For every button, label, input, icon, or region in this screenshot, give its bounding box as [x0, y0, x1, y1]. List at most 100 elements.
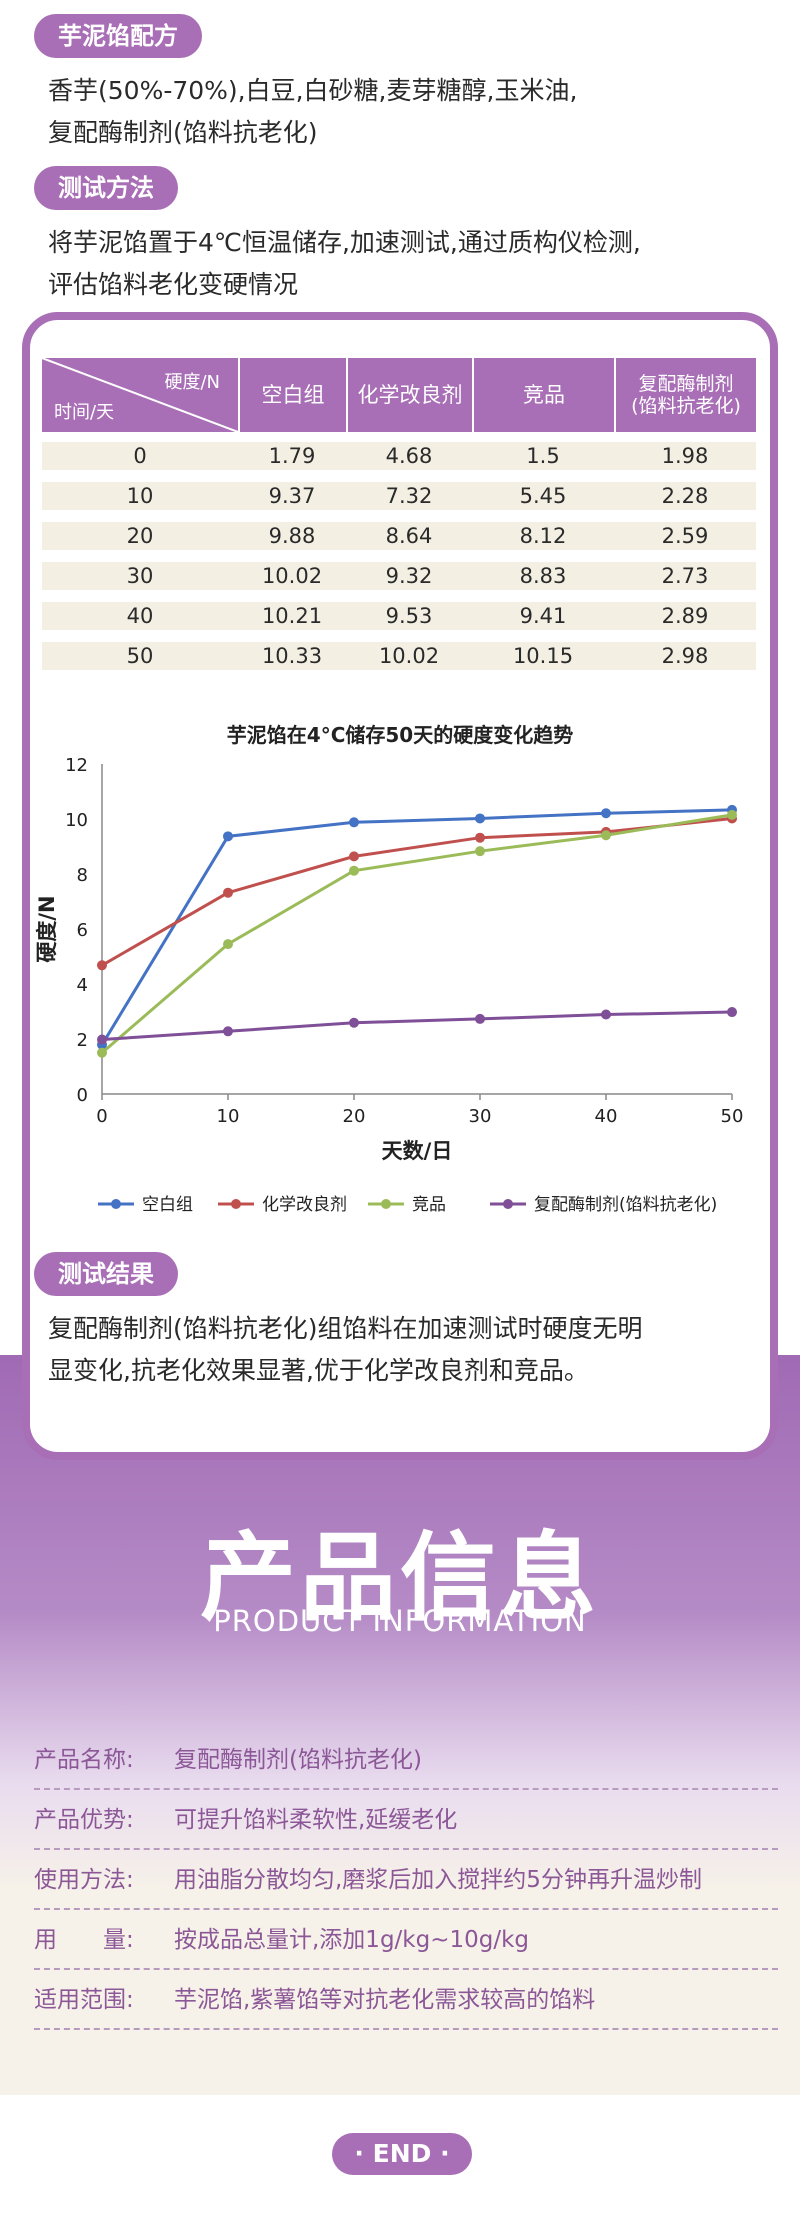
table-cell: 1.5: [526, 444, 560, 468]
formula-line-1: 香芋(50%-70%),白豆,白砂糖,麦芽糖醇,玉米油,: [48, 76, 578, 105]
method-line-2: 评估馅料老化变硬情况: [48, 270, 299, 299]
table-row: 30 10.02 9.32 8.83 2.73: [42, 562, 756, 590]
data-point: [349, 817, 359, 828]
table-header-blank: 空白组: [238, 358, 346, 432]
table-corner-header: 硬度/N 时间/天: [42, 358, 238, 432]
table-cell: 10.15: [512, 644, 574, 668]
x-tick-label: 0: [96, 1106, 107, 1127]
table-cell: 5.45: [519, 484, 567, 508]
series-line: [100, 808, 733, 1046]
product-title: 产品信息: [200, 1521, 600, 1634]
hardness-line-chart: 芋泥馅在4°C储存50天的硬度变化趋势 0 2 4 6 8 10 12 0 10 20 30 40 50 天…: [35, 723, 744, 1215]
result-line-1: 复配酶制剂(馅料抗老化)组馅料在加速测试时硬度无明: [48, 1314, 643, 1343]
result-text: 复配酶制剂(馅料抗老化)组馅料在加速测试时硬度无明 显变化,抗老化效果显著,优于…: [48, 1308, 768, 1392]
x-tick-label: 10: [217, 1106, 240, 1127]
x-tick-label: 30: [469, 1106, 492, 1127]
table-cell: 10.33: [261, 644, 323, 668]
legend-marker: [381, 1199, 391, 1209]
product-info-value: 可提升馅料柔软性,延缓老化: [174, 1807, 458, 1833]
product-info-key: 使用方法:: [34, 1867, 134, 1893]
table-cell: 9.41: [519, 604, 567, 628]
product-info-row: 产品优势: 可提升馅料柔软性,延缓老化: [34, 1790, 778, 1850]
legend-label: 化学改良剂: [262, 1195, 347, 1212]
product-info-key: 产品名称:: [34, 1747, 134, 1773]
result-line-2: 显变化,抗老化效果显著,优于化学改良剂和竞品。: [48, 1356, 589, 1385]
table-header-competitor: 竞品: [472, 358, 614, 432]
data-point: [97, 960, 107, 971]
x-axis-label: 天数/日: [382, 1139, 453, 1163]
table-cell: 10.02: [378, 644, 440, 668]
table-header: 空白组 化学改良剂 竞品 复配酶制剂 (馅料抗老化): [238, 358, 756, 432]
table-cell: 1.79: [268, 444, 316, 468]
x-tick-label: 20: [343, 1106, 366, 1127]
table-cell: 8.83: [519, 564, 567, 588]
product-info-value: 复配酶制剂(馅料抗老化): [174, 1747, 422, 1773]
data-point: [727, 1007, 737, 1018]
table-row: 0 1.79 4.68 1.5 1.98: [42, 442, 756, 470]
table-row: 20 9.88 8.64 8.12 2.59: [42, 522, 756, 550]
product-info-row: 使用方法: 用油脂分散均匀,磨浆后加入搅拌约5分钟再升温炒制: [34, 1850, 778, 1910]
data-point: [349, 1017, 359, 1028]
data-point: [601, 1009, 611, 1020]
table-cell: 1.98: [661, 444, 709, 468]
product-info-row: 适用范围: 芋泥馅,紫薯馅等对抗老化需求较高的馅料: [34, 1970, 778, 2030]
table-cell: 2.59: [661, 524, 709, 548]
method-line-1: 将芋泥馅置于4℃恒温储存,加速测试,通过质构仪检测,: [48, 228, 641, 257]
diagonal-line-icon: [42, 358, 238, 432]
data-point: [97, 1047, 107, 1058]
table-cell: 0: [133, 444, 147, 468]
chart-title: 芋泥馅在4°C储存50天的硬度变化趋势: [227, 723, 573, 747]
table-cell: 50: [126, 644, 154, 668]
legend-label: 空白组: [142, 1195, 193, 1212]
formula-title: 芋泥馅配方: [34, 14, 202, 58]
table-row: 50 10.33 10.02 10.15 2.98: [42, 642, 756, 670]
product-info-key: 适用范围:: [34, 1987, 134, 2013]
product-info-value: 按成品总量计,添加1g/kg~10g/kg: [174, 1927, 530, 1953]
table-cell: 7.32: [385, 484, 433, 508]
y-tick-label: 10: [65, 810, 88, 831]
data-point: [97, 1034, 107, 1045]
table-corner-time: 时间/天: [54, 402, 115, 423]
table-cell: 4.68: [385, 444, 433, 468]
formula-text: 香芋(50%-70%),白豆,白砂糖,麦芽糖醇,玉米油, 复配酶制剂(馅料抗老化…: [48, 70, 768, 154]
product-info-row: 用 量: 按成品总量计,添加1g/kg~10g/kg: [34, 1910, 778, 1970]
method-title: 测试方法: [34, 166, 178, 210]
legend-marker: [503, 1199, 513, 1209]
series-line: [101, 813, 733, 1054]
table-cell: 30: [126, 564, 154, 588]
series-line: [101, 816, 733, 967]
y-tick-label: 6: [77, 920, 88, 941]
data-point: [223, 831, 233, 842]
x-tick-label: 50: [721, 1106, 744, 1127]
data-point: [475, 1013, 485, 1024]
y-axis-label: 硬度/N: [35, 895, 59, 962]
data-point: [475, 832, 485, 843]
table-cell: 2.73: [661, 564, 709, 588]
table-cell: 8.64: [385, 524, 433, 548]
table-cell: 8.12: [519, 524, 567, 548]
legend-label: 竞品: [412, 1195, 446, 1212]
product-info-value: 用油脂分散均匀,磨浆后加入搅拌约5分钟再升温炒制: [174, 1867, 702, 1893]
product-info-key: 用 量:: [34, 1927, 134, 1953]
hardness-chart: 芋泥馅在4°C储存50天的硬度变化趋势 0 2 4 6 8 10 12 0 10 20 30 40 50 天…: [30, 712, 770, 1215]
product-info-value: 芋泥馅,紫薯馅等对抗老化需求较高的馅料: [174, 1987, 596, 2013]
result-title: 测试结果: [34, 1252, 178, 1296]
product-info-key: 产品优势:: [34, 1807, 134, 1833]
method-text: 将芋泥馅置于4℃恒温储存,加速测试,通过质构仪检测, 评估馅料老化变硬情况: [48, 222, 768, 306]
data-point: [349, 851, 359, 862]
legend-label: 复配酶制剂(馅料抗老化): [534, 1195, 717, 1212]
table-cell: 9.53: [385, 604, 433, 628]
table-row: 40 10.21 9.53 9.41 2.89: [42, 602, 756, 630]
end-badge: · END ·: [332, 2133, 472, 2175]
table-row: 10 9.37 7.32 5.45 2.28: [42, 482, 756, 510]
table-cell: 10.02: [261, 564, 323, 588]
x-tick-label: 40: [595, 1106, 618, 1127]
table-cell: 10: [126, 484, 154, 508]
data-point: [601, 830, 611, 841]
table-cell: 9.88: [268, 524, 316, 548]
y-tick-label: 8: [77, 865, 88, 886]
table-cell: 2.89: [661, 604, 709, 628]
data-point: [475, 846, 485, 857]
table-cell: 20: [126, 524, 154, 548]
y-tick-label: 12: [65, 755, 88, 776]
